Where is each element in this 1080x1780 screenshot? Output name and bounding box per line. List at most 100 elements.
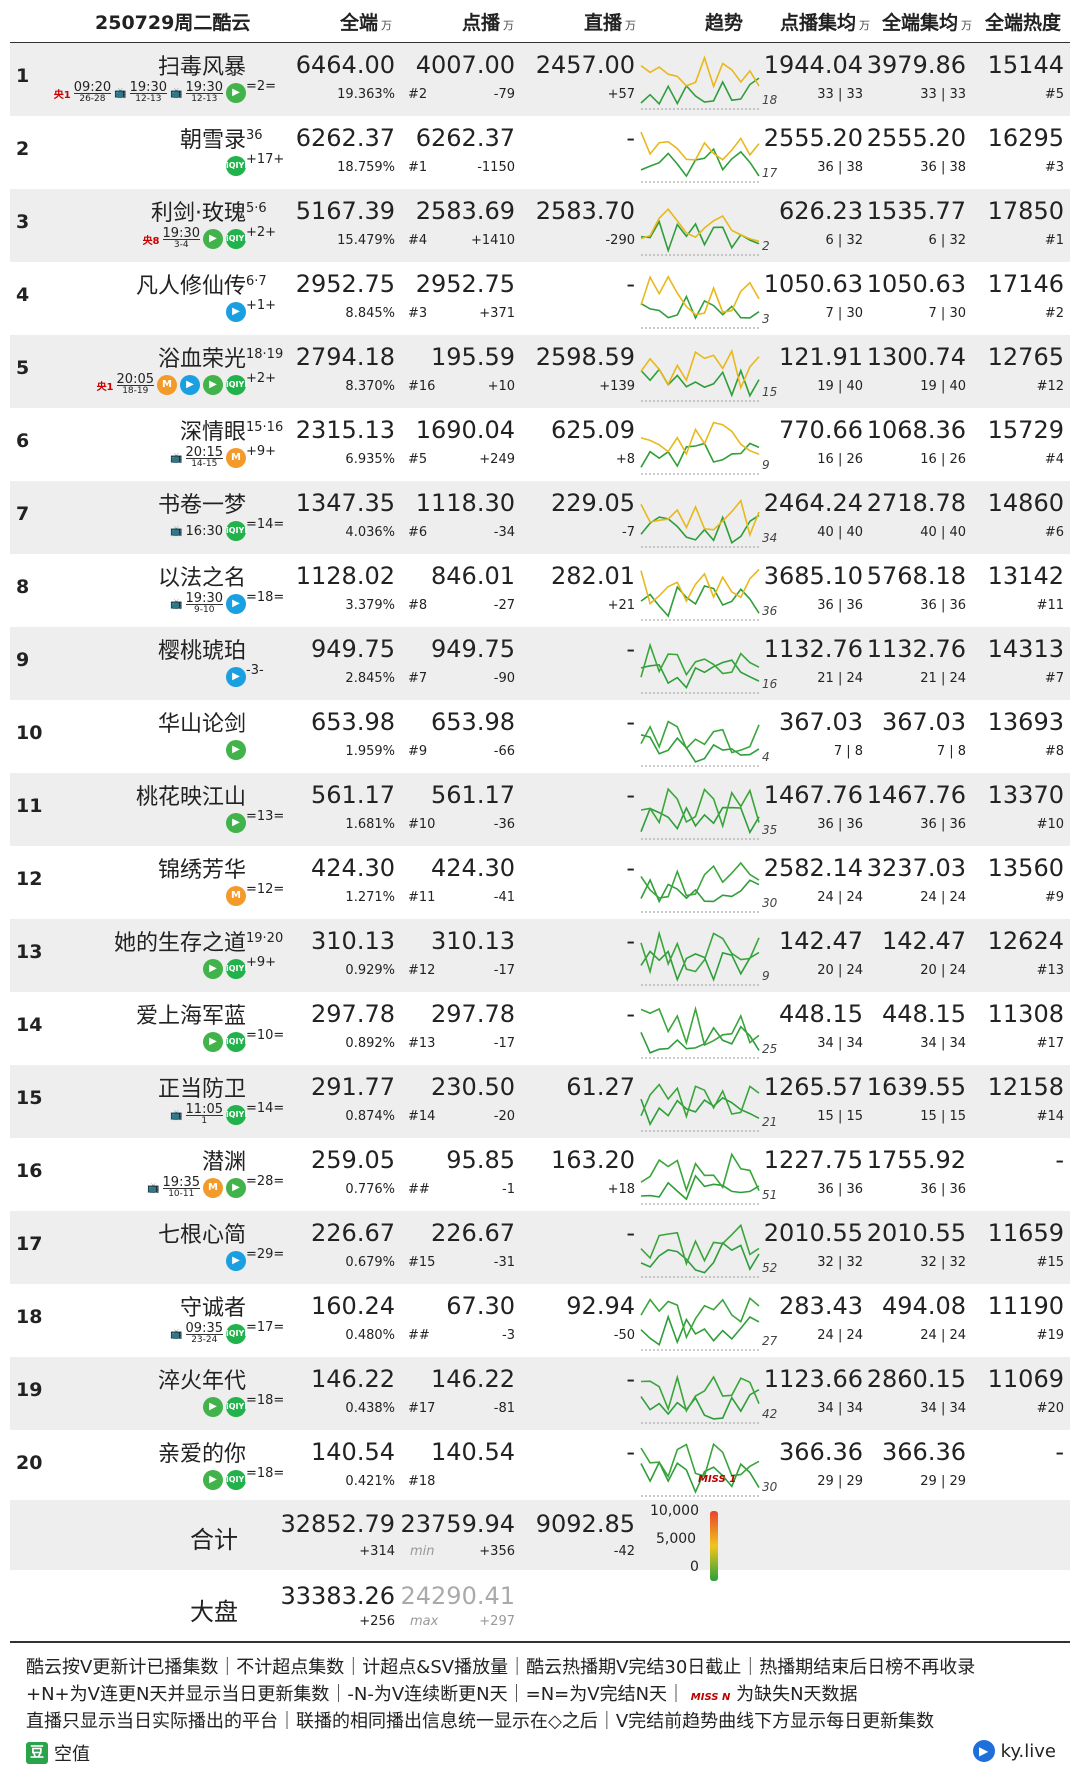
- vod-rank: #2: [408, 87, 428, 102]
- show-name: 浴血荣光: [157, 347, 246, 372]
- total-vod-chg: +356: [479, 1544, 515, 1559]
- all-pct: 4.036%: [345, 525, 395, 540]
- show-name: 以法之名: [157, 566, 246, 591]
- all-avg-eps: 7 | 30: [928, 306, 966, 321]
- table-row: 1 扫毒风暴 =2= 央1 09:20 26-28 📺 19:30 12-13 📺 19:30 12-…: [10, 43, 1070, 116]
- vod-change: -1150: [477, 160, 515, 175]
- all-pct: 2.845%: [345, 671, 395, 686]
- table-row: 14 爱上海军蓝 =10= ▶ iQIYI 297.78 0.892% 297.78 #13 -1…: [10, 992, 1070, 1065]
- all-value: 1128.02: [295, 562, 395, 590]
- iq-platform-icon: iQIYI: [226, 1470, 247, 1490]
- all-pct: 8.845%: [345, 306, 395, 321]
- live-change: +21: [607, 598, 635, 613]
- all-value: 6262.37: [295, 124, 395, 152]
- footer-divider: [10, 1641, 1070, 1643]
- trend-chart: [640, 1152, 761, 1205]
- all-pct: 1.959%: [345, 744, 395, 759]
- vod-value: 1118.30: [415, 489, 515, 517]
- vod-avg-eps: 7 | 30: [825, 306, 863, 321]
- trend-count: 9: [762, 969, 770, 983]
- all-avg: 367.03: [882, 708, 966, 736]
- show-name: 利剑·玫瑰: [151, 201, 246, 226]
- vod-value: 6262.37: [415, 124, 515, 152]
- iq-platform-icon: iQIYI: [226, 1324, 247, 1344]
- trend-chart: [640, 1296, 761, 1351]
- vod-value: 2583.69: [415, 197, 515, 225]
- tx-platform-icon: ▶: [226, 813, 246, 833]
- all-avg-eps: 36 | 36: [920, 817, 966, 832]
- platform-icons: ▶ iQIYI: [203, 957, 247, 981]
- vod-avg: 367.03: [779, 708, 863, 736]
- platform-icons: 央1 20:05 18-19 M ▶ ▶ iQIYI: [96, 373, 248, 397]
- episode-label: 5·6: [246, 201, 267, 216]
- platform-icons: 📺 11:05 1 iQIYI: [170, 1103, 247, 1127]
- heat-value: 13560: [987, 854, 1064, 882]
- vod-avg-eps: 34 | 34: [817, 1401, 863, 1416]
- rank: 4: [16, 284, 30, 306]
- trend-chart: [640, 861, 761, 913]
- platform-icons: 📺 19:30 9-10 ▶: [170, 592, 246, 616]
- all-avg-eps: 32 | 32: [920, 1255, 966, 1270]
- live-value: 229.05: [551, 489, 635, 517]
- iq-platform-icon: iQIYI: [226, 375, 247, 395]
- vod-rank: ##: [408, 1328, 430, 1343]
- heat-rank: #17: [1036, 1036, 1064, 1051]
- trend-count: 42: [762, 1407, 778, 1421]
- live-value: 2583.70: [535, 197, 635, 225]
- tv-channel-icon: 央1: [96, 381, 114, 393]
- vod-avg: 2464.24: [763, 489, 863, 517]
- vod-avg-eps: 6 | 32: [825, 233, 863, 248]
- market-all: 33383.26: [280, 1582, 395, 1610]
- rank: 17: [16, 1233, 43, 1255]
- heat-value: 12765: [987, 343, 1064, 371]
- total-vod-note: min: [410, 1544, 435, 1559]
- all-avg: 2010.55: [866, 1219, 966, 1247]
- all-avg-eps: 6 | 32: [928, 233, 966, 248]
- all-avg: 2718.78: [866, 489, 966, 517]
- vod-rank: #1: [408, 160, 428, 175]
- vod-value: 226.67: [431, 1219, 515, 1247]
- platform-icons: 央1 09:20 26-28 📺 19:30 12-13 📺 19:30 12-13 ▶: [54, 81, 246, 105]
- heat-rank: #8: [1044, 744, 1064, 759]
- air-time: 19:30 12-13: [129, 79, 168, 104]
- rank: 5: [16, 357, 30, 379]
- table-row: 3 利剑·玫瑰 5·6 +2+ 央8 19:30 3-4 ▶ iQIYI 5167.39 15.47…: [10, 189, 1070, 262]
- tv-channel-icon: 📺: [114, 87, 127, 99]
- all-value: 561.17: [311, 781, 395, 809]
- all-value: 6464.00: [295, 51, 395, 79]
- all-avg: 1639.55: [866, 1073, 966, 1101]
- vod-avg-eps: 40 | 40: [817, 525, 863, 540]
- iq-platform-icon: iQIYI: [226, 959, 247, 979]
- all-avg: 3237.03: [866, 854, 966, 882]
- all-avg: 1050.63: [866, 270, 966, 298]
- vod-value: 195.59: [431, 343, 515, 371]
- live-change: +18: [607, 1182, 635, 1197]
- trend-count: 30: [762, 1480, 778, 1494]
- all-pct: 0.421%: [345, 1474, 395, 1489]
- show-name: 华山论剑: [157, 712, 246, 737]
- all-value: 1347.35: [295, 489, 395, 517]
- vod-change: +10: [487, 379, 515, 394]
- all-value: 653.98: [311, 708, 395, 736]
- brand[interactable]: ▶ ky.live: [972, 1740, 1056, 1762]
- tv-channel-icon: 📺: [170, 1109, 183, 1121]
- trend-chart: [640, 1083, 761, 1132]
- all-value: 226.67: [311, 1219, 395, 1247]
- live-change: +139: [599, 379, 635, 394]
- all-avg: 3979.86: [866, 51, 966, 79]
- vod-avg: 448.15: [779, 1000, 863, 1028]
- vod-avg-eps: 19 | 40: [817, 379, 863, 394]
- show-name: 深情眼: [179, 420, 246, 445]
- tx-platform-icon: ▶: [226, 83, 246, 103]
- trend-count: 25: [762, 1042, 778, 1056]
- live-change: -50: [613, 1328, 635, 1343]
- vod-change: +249: [479, 452, 515, 467]
- table-row: 20 亲爱的你 =18= ▶ iQIYI 140.54 0.421% 140.54 #18- 3…: [10, 1430, 1070, 1503]
- vod-change: +371: [479, 306, 515, 321]
- heat-value: 13693: [987, 708, 1064, 736]
- rank: 7: [16, 503, 30, 525]
- heat-value: 13142: [987, 562, 1064, 590]
- show-name: 书卷一梦: [157, 493, 246, 518]
- play-logo-icon: ▶: [972, 1740, 995, 1762]
- all-value: 160.24: [311, 1292, 395, 1320]
